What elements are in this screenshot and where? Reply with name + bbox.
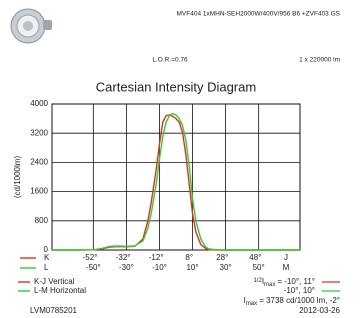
x-tick-label: 10° bbox=[186, 263, 198, 272]
x-row-end: J bbox=[284, 253, 288, 262]
x-tick-label: -10° bbox=[152, 263, 167, 272]
x-row-start: L bbox=[44, 263, 49, 272]
legend-label: L-M Horizontal bbox=[34, 286, 86, 295]
lamp-icon bbox=[11, 9, 52, 43]
imax: Imax= 3738 cd/1000 lm, -2° bbox=[244, 296, 340, 306]
x-tick-label: 50° bbox=[253, 263, 265, 272]
y-tick-label: 800 bbox=[35, 216, 49, 225]
y-tick-label: 2400 bbox=[30, 158, 48, 167]
x-tick-label: -12° bbox=[149, 253, 164, 262]
plot-frame bbox=[52, 104, 300, 250]
y-tick-label: 4000 bbox=[30, 99, 48, 108]
series-line bbox=[52, 115, 300, 250]
max-sub: max bbox=[264, 282, 275, 288]
y-tick-label: 1600 bbox=[30, 187, 48, 196]
x-tick-label: 8° bbox=[185, 253, 193, 262]
x-tick-label: -32° bbox=[116, 253, 131, 262]
data-sheet: MVF404 1xMHN-SEH2000W/400V/956 B6 +ZVF40… bbox=[0, 0, 361, 318]
x-tick-label: -30° bbox=[119, 263, 134, 272]
series-line bbox=[52, 114, 300, 250]
x-tick-label: -52° bbox=[83, 253, 98, 262]
half-imax-horizontal: -10°, 10° bbox=[284, 286, 315, 295]
max-sub: max bbox=[246, 301, 257, 307]
value: = 3738 cd/1000 lm, -2° bbox=[259, 296, 340, 305]
x-tick-label: 28° bbox=[216, 253, 228, 262]
y-axis-label: (cd/1000lm) bbox=[13, 156, 22, 199]
x-tick-label: -50° bbox=[86, 263, 101, 272]
lumens: 1 x 220000 lm bbox=[299, 57, 340, 64]
doc-code: LVM0785201 bbox=[30, 306, 78, 315]
x-tick-label: 30° bbox=[220, 263, 232, 272]
lor: L.O.R.=0.76 bbox=[152, 57, 188, 64]
legend-label: K-J Vertical bbox=[34, 277, 75, 286]
x-tick-label: 48° bbox=[249, 253, 261, 262]
value: = -10°, 11° bbox=[277, 277, 315, 286]
doc-date: 2012-03-26 bbox=[299, 306, 340, 315]
x-row-start: K bbox=[44, 253, 50, 262]
x-row-end: M bbox=[283, 263, 290, 272]
product-name: MVF404 1xMHN-SEH2000W/400V/956 B6 +ZVF40… bbox=[177, 11, 341, 18]
y-tick-label: 3200 bbox=[30, 128, 48, 137]
chart-title: Cartesian Intensity Diagram bbox=[96, 79, 256, 94]
